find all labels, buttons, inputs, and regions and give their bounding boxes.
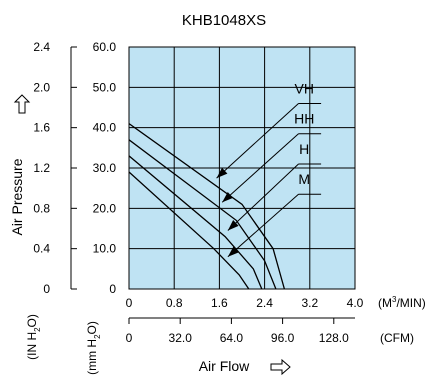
y-tick-label-inh2o: 1.2 — [33, 161, 50, 175]
callout-leader-h — [227, 163, 299, 231]
x-tick-label-cfm: 64.0 — [220, 331, 244, 345]
x-tick-label-m3min: 1.6 — [211, 296, 228, 310]
x-unit-cfm: (CFM) — [380, 331, 414, 345]
y-tick-label-mmh2o: 40.0 — [93, 121, 117, 135]
y-unit-inh2o: (IN H2O) — [25, 314, 42, 360]
callout-leader-vh — [216, 103, 299, 179]
callout-arrowhead-m — [227, 246, 239, 257]
curve-hh — [129, 139, 277, 289]
y-unit-mmh2o: (mm H2O) — [85, 321, 102, 375]
series-label-m: M — [298, 171, 310, 187]
callout-arrowhead-hh — [222, 191, 234, 203]
series-label-h: H — [299, 141, 309, 157]
x-tick-label-m3min: 0 — [126, 296, 133, 310]
x-tick-label-cfm: 128.0 — [319, 331, 349, 345]
x-tick-label-cfm: 32.0 — [169, 331, 193, 345]
curve-vh — [129, 123, 286, 289]
up-arrow-icon — [13, 94, 31, 114]
callout-arrowhead-h — [227, 220, 239, 231]
y-ticks-inh2o: 0 0.4 0.8 1.2 1.6 2.0 2.4 — [33, 40, 50, 296]
x-tick-label-m3min: 0.8 — [166, 296, 183, 310]
y-tick-label-mmh2o: 0 — [109, 282, 116, 296]
pressure-curves — [129, 123, 286, 289]
curve-m — [129, 171, 250, 289]
y-axis-label: Air Pressure — [9, 158, 25, 235]
x-tick-label-cfm: 0 — [126, 331, 133, 345]
y-tick-label-mmh2o: 60.0 — [93, 40, 117, 54]
y-tick-label-inh2o: 2.4 — [33, 40, 50, 54]
y-tick-label-inh2o: 2.0 — [33, 80, 50, 94]
x-unit-m3min: (M3/MIN) — [378, 295, 426, 310]
x-tick-label-cfm: 96.0 — [271, 331, 295, 345]
series-callouts — [216, 102, 322, 258]
x-ticks-cfm: 0 32.0 64.0 96.0 128.0 — [126, 331, 349, 345]
callout-leader-hh — [221, 133, 299, 203]
y-ticks-mmh2o: 0 10.0 20.0 30.0 40.0 50.0 60.0 — [71, 40, 116, 296]
callout-arrowhead-vh — [216, 167, 228, 179]
grid-lines — [129, 47, 355, 289]
x-ticks-m3min: 0 0.8 1.6 2.4 3.2 4.0 — [126, 296, 364, 310]
x-tick-label-m3min: 3.2 — [301, 296, 318, 310]
y-tick-label-mmh2o: 10.0 — [93, 242, 117, 256]
x-axis-label: Air Flow — [199, 358, 250, 374]
series-label-hh: HH — [294, 111, 314, 127]
y-tick-label-inh2o: 0 — [43, 282, 50, 296]
x-tick-label-m3min: 2.4 — [256, 296, 273, 310]
y-tick-label-inh2o: 0.8 — [33, 201, 50, 215]
series-label-vh: VH — [295, 80, 314, 96]
curve-h — [129, 155, 263, 289]
callout-leader-m — [227, 193, 299, 258]
x-tick-label-m3min: 4.0 — [347, 296, 364, 310]
right-arrow-icon — [270, 358, 291, 376]
y-tick-label-mmh2o: 50.0 — [93, 80, 117, 94]
y-tick-label-mmh2o: 20.0 — [93, 201, 117, 215]
y-tick-label-inh2o: 0.4 — [33, 242, 50, 256]
cfm-tick-marks — [128, 318, 335, 324]
chart-title: KHB1048XS — [182, 12, 266, 29]
y-tick-label-mmh2o: 30.0 — [93, 161, 117, 175]
y-tick-label-inh2o: 1.6 — [33, 121, 50, 135]
